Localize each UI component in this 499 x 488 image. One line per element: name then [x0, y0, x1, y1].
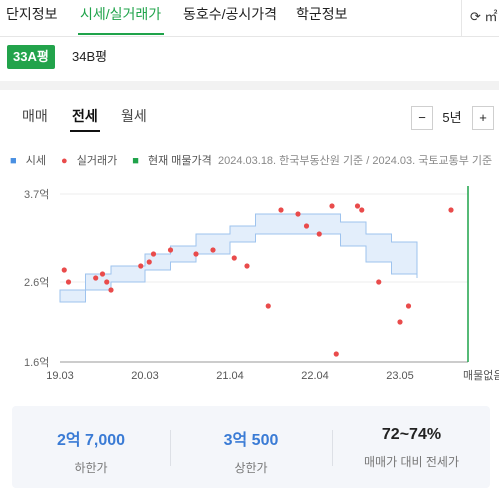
period-decrease-button[interactable]: −	[411, 106, 433, 130]
size-33a-chip[interactable]: 33A평	[7, 45, 55, 69]
legend-listing-marker: ■	[132, 155, 139, 167]
transaction-point	[333, 351, 339, 357]
transaction-point	[295, 211, 301, 217]
transaction-point	[376, 279, 382, 285]
transaction-point	[104, 279, 110, 285]
legend-listing: ■ 현재 매물가격	[132, 155, 212, 167]
summary-divider	[170, 430, 171, 466]
legend-actual-marker: ●	[61, 155, 68, 167]
tab-complex-info[interactable]: 단지정보	[6, 6, 58, 22]
transaction-point	[354, 203, 361, 209]
chart-legend: ■ 시세 ● 실거래가 ■ 현재 매물가격	[10, 152, 224, 168]
tab-monthly-rent[interactable]: 월세	[121, 108, 147, 124]
transaction-point	[193, 251, 199, 257]
tab-jeonse[interactable]: 전세	[72, 108, 98, 124]
refresh-icon: ⟳	[470, 9, 481, 24]
transaction-point	[448, 207, 454, 213]
size-34b-chip[interactable]: 34B평	[72, 49, 108, 64]
transaction-point	[108, 287, 114, 293]
transaction-point	[167, 247, 174, 253]
period-value: 5년	[442, 110, 462, 125]
transaction-point	[93, 275, 99, 281]
legend-price: ■ 시세	[10, 155, 46, 167]
tab-price-transactions[interactable]: 시세/실거래가	[80, 6, 162, 22]
deal-type-tabs: 매매 전세 월세	[0, 90, 499, 135]
lower-price-label: 하한가	[74, 461, 108, 475]
nav-divider	[461, 0, 462, 36]
summary-divider	[332, 430, 333, 466]
transaction-point	[146, 259, 152, 265]
transaction-point	[99, 271, 106, 277]
size-selector: 33A평 34B평	[0, 37, 499, 81]
transaction-point	[138, 263, 144, 269]
transaction-point	[231, 255, 237, 261]
price-range-band	[59, 213, 418, 303]
transaction-point	[405, 303, 412, 309]
top-navigation: 단지정보 시세/실거래가 동호수/공시가격 학군정보 ⟳ ㎡	[0, 0, 499, 37]
transaction-point	[150, 251, 157, 257]
transaction-point	[244, 263, 250, 269]
transaction-point	[278, 207, 284, 213]
jeonse-ratio-value: 72~74%	[381, 426, 442, 443]
x-tick-label: 19.03	[46, 370, 74, 382]
transaction-point	[316, 231, 322, 237]
transaction-point	[303, 223, 310, 229]
summary-lower: 2억 7,000 하한가	[12, 426, 170, 476]
lower-price-value: 2억 7,000	[56, 432, 126, 449]
tab-sale[interactable]: 매매	[22, 108, 48, 124]
transaction-point	[329, 203, 335, 209]
data-source-note: 2024.03.18. 한국부동산원 기준 / 2024.03. 국토교통부 기…	[218, 155, 493, 167]
period-increase-button[interactable]: +	[472, 106, 494, 130]
y-tick-label: 1.6억	[24, 356, 49, 369]
upper-price-label: 상한가	[234, 461, 268, 475]
transaction-point	[210, 247, 216, 253]
transaction-point	[359, 207, 365, 213]
summary-ratio: 72~74% 매매가 대비 전세가	[333, 426, 490, 470]
tab-unit-official-price[interactable]: 동호수/공시가격	[183, 6, 278, 22]
legend-actual: ● 실거래가	[61, 155, 118, 167]
active-tab-underline	[78, 33, 164, 35]
transaction-point	[61, 267, 67, 273]
summary-upper: 3억 500 상한가	[171, 426, 331, 476]
unit-label: ㎡	[484, 9, 498, 24]
unit-toggle-button[interactable]: ⟳ ㎡	[470, 6, 498, 25]
x-tick-label: 20.03	[131, 370, 159, 382]
x-tick-label: 23.05	[386, 370, 414, 382]
x-tick-label: 매물없음	[463, 369, 499, 382]
upper-price-value: 3억 500	[223, 432, 279, 449]
active-deal-underline	[70, 130, 100, 132]
y-tick-label: 3.7억	[24, 188, 49, 201]
section-divider	[0, 81, 499, 90]
price-summary: 2억 7,000 하한가 3억 500 상한가 72~74% 매매가 대비 전세…	[12, 406, 490, 488]
jeonse-ratio-label: 매매가 대비 전세가	[364, 455, 459, 469]
x-tick-label: 22.04	[301, 370, 329, 382]
transaction-point	[265, 303, 271, 309]
transaction-point	[397, 319, 403, 325]
y-tick-label: 2.6억	[24, 276, 49, 289]
legend-price-marker: ■	[10, 155, 17, 167]
tab-school-info[interactable]: 학군정보	[296, 6, 348, 22]
transaction-point	[65, 279, 72, 285]
x-tick-label: 21.04	[216, 370, 244, 382]
